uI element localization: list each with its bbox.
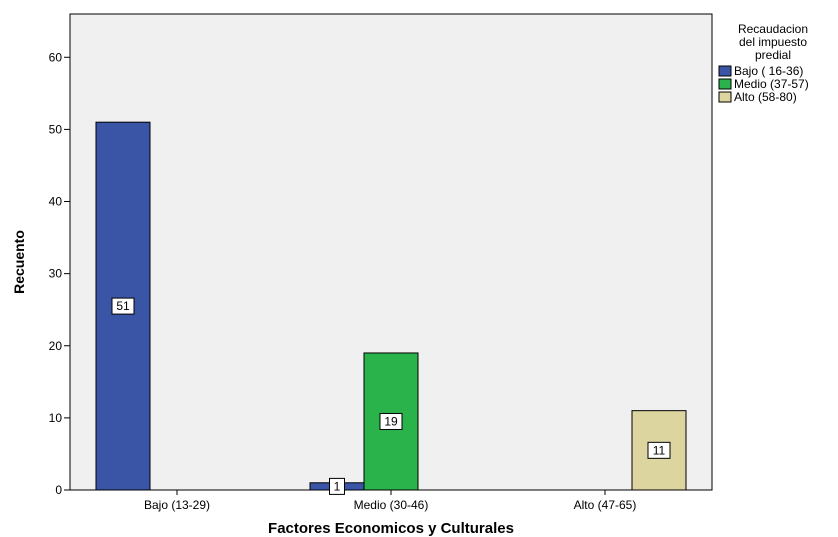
data-label-box — [379, 412, 403, 430]
y-tick-label: 40 — [49, 195, 63, 209]
legend-label: Medio (37-57) — [734, 77, 809, 91]
data-label: 11 — [653, 443, 666, 457]
y-tick-label: 20 — [49, 339, 63, 353]
legend-label: Alto (58-80) — [734, 90, 797, 104]
y-axis-title: Recuento — [11, 230, 27, 294]
y-tick-label: 30 — [49, 267, 63, 281]
data-label-box — [329, 477, 345, 495]
y-tick-label: 0 — [55, 483, 62, 497]
x-tick-label: Medio (30-46) — [354, 498, 429, 512]
data-labels-group: 51 1 19 11 — [111, 297, 671, 495]
legend-swatch — [718, 78, 732, 90]
data-label-box — [647, 441, 671, 459]
legend: Recaudacion del impuesto predial Bajo ( 16-… — [718, 22, 809, 104]
y-tick-label: 10 — [49, 411, 63, 425]
y-axis: 0 10 20 30 40 50 60 — [49, 50, 70, 497]
data-label: 51 — [116, 299, 130, 313]
x-tick-label: Alto (47-65) — [574, 498, 637, 512]
legend-title: Recaudacion del impuesto predial — [738, 22, 808, 62]
legend-swatch — [718, 91, 732, 103]
data-label-box — [111, 297, 135, 315]
x-axis-title: Factores Economicos y Culturales — [268, 520, 514, 537]
y-tick-label: 60 — [49, 50, 63, 64]
legend-swatch — [718, 65, 732, 77]
x-axis: Bajo (13-29) Medio (30-46) Alto (47-65) — [144, 490, 636, 512]
x-tick-label: Bajo (13-29) — [144, 498, 210, 512]
legend-label: Bajo ( 16-36) — [734, 64, 803, 78]
data-label: 19 — [384, 414, 398, 428]
data-label: 1 — [334, 479, 341, 493]
y-tick-label: 50 — [49, 122, 63, 136]
